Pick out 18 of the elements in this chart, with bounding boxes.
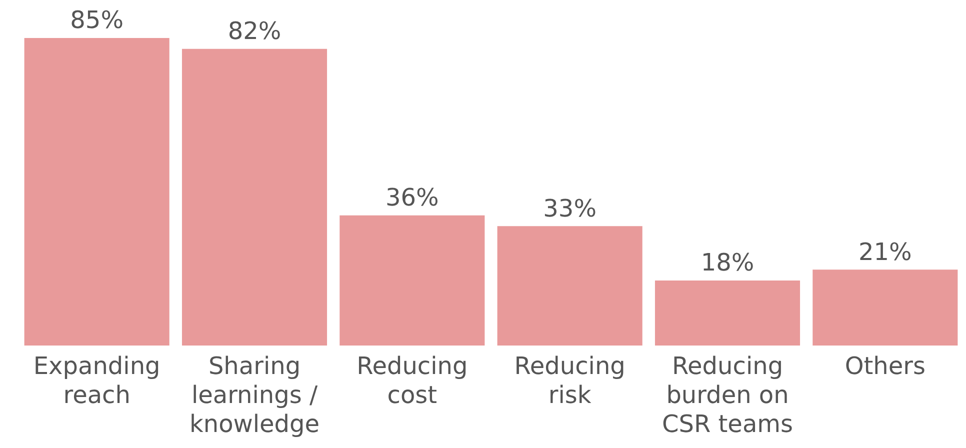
data-label: 36% <box>385 184 439 212</box>
data-label: 85% <box>70 6 124 34</box>
x-tick-label: Reducing cost <box>356 352 468 410</box>
bar <box>340 215 485 346</box>
bar <box>182 48 328 346</box>
bar <box>654 280 800 346</box>
data-label: 82% <box>228 17 282 46</box>
bar <box>497 226 642 346</box>
x-tick-label: Sharing learnings / knowledge <box>189 352 320 438</box>
data-label: 18% <box>700 248 754 277</box>
x-tick-label: Reducing burden on CSR teams <box>662 352 794 438</box>
x-tick-label: Expanding reach <box>33 352 160 410</box>
data-label: 33% <box>543 194 597 222</box>
x-tick-label: Others <box>844 352 926 380</box>
bar <box>24 38 170 346</box>
x-tick-label: Reducing risk <box>514 352 626 410</box>
bar <box>812 270 958 346</box>
data-label: 21% <box>858 238 912 266</box>
